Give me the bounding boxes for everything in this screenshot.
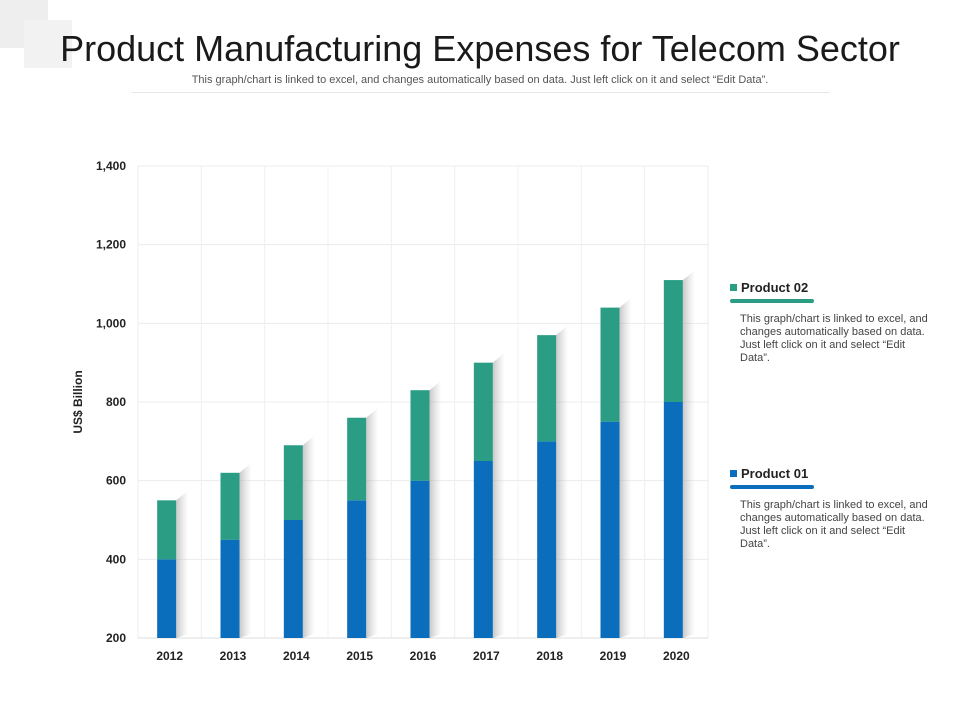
bar-product-01-2012: [157, 559, 177, 638]
bar-product-02-2016: [410, 390, 430, 481]
page-subtitle: This graph/chart is linked to excel, and…: [191, 74, 769, 86]
bar-product-01-2020: [663, 402, 683, 638]
x-tick-label-2016: 2016: [410, 649, 437, 663]
bar-shadow-2020: [682, 270, 695, 638]
bar-product-01-2019: [600, 421, 620, 638]
legend-product-02[interactable]: Product 02 This graph/chart is linked to…: [730, 280, 930, 365]
x-tick-label-2020: 2020: [663, 649, 690, 663]
y-tick-label-200: 200: [106, 631, 126, 645]
y-tick-label-800: 800: [106, 395, 126, 409]
subtitle-divider: [132, 92, 830, 93]
bar-product-02-2014: [283, 445, 303, 520]
bar-product-02-2013: [220, 472, 240, 540]
bar-product-02-2020: [663, 280, 683, 402]
page-title: Product Manufacturing Expenses for Telec…: [60, 28, 900, 69]
bar-product-01-2018: [537, 441, 557, 638]
legend-label-product-02: Product 02: [741, 280, 809, 295]
legend-product-01[interactable]: Product 01 This graph/chart is linked to…: [730, 466, 930, 551]
bar-product-02-2018: [537, 335, 557, 442]
bar-product-02-2015: [347, 417, 367, 501]
x-tick-label-2013: 2013: [220, 649, 247, 663]
bar-shadow-2017: [492, 352, 505, 638]
y-tick-label-1400: 1,400: [96, 159, 126, 173]
x-tick-label-2017: 2017: [473, 649, 500, 663]
corner-decoration-shadow: [24, 20, 72, 68]
y-tick-label-1200: 1,200: [96, 238, 126, 252]
legend-swatch-product-02: [730, 284, 737, 291]
y-tick-label-400: 400: [106, 552, 126, 566]
bar-product-01-2013: [220, 539, 240, 638]
x-tick-label-2015: 2015: [346, 649, 373, 663]
y-axis-label: US$ Billion: [71, 370, 85, 433]
x-tick-label-2014: 2014: [283, 649, 310, 663]
bar-product-02-2019: [600, 307, 620, 422]
bar-shadow-2014: [302, 435, 315, 638]
y-tick-label-1000: 1,000: [96, 316, 126, 330]
bar-product-02-2012: [157, 500, 177, 560]
bar-product-01-2015: [347, 500, 367, 638]
bar-shadow-2019: [619, 297, 632, 638]
x-tick-label-2018: 2018: [536, 649, 563, 663]
bar-shadow-2018: [556, 325, 569, 638]
legend-description-product-02: This graph/chart is linked to excel, and…: [740, 313, 928, 364]
y-tick-label-600: 600: [106, 474, 126, 488]
legend-underline-product-01: [730, 485, 814, 489]
bar-shadow-2016: [429, 380, 442, 638]
bar-product-01-2016: [410, 480, 430, 638]
legend-label-product-01: Product 01: [741, 466, 809, 481]
bar-product-01-2017: [473, 461, 493, 638]
x-tick-label-2012: 2012: [156, 649, 183, 663]
bar-shadow-2015: [366, 407, 379, 638]
x-tick-label-2019: 2019: [600, 649, 627, 663]
bar-shadow-2012: [176, 490, 189, 638]
bar-product-02-2017: [473, 362, 493, 461]
bar-shadow-2013: [239, 462, 252, 638]
bar-product-01-2014: [283, 520, 303, 638]
legend-swatch-product-01: [730, 470, 737, 477]
legend-underline-product-02: [730, 299, 814, 303]
legend-description-product-01: This graph/chart is linked to excel, and…: [740, 499, 928, 550]
